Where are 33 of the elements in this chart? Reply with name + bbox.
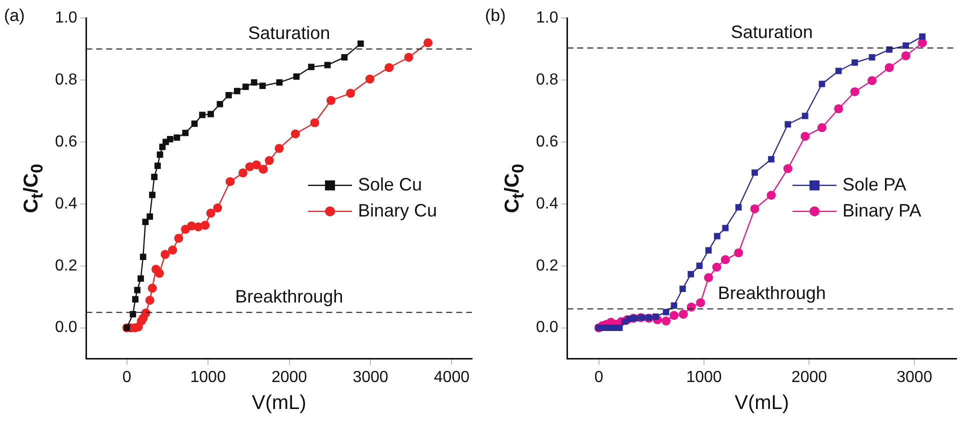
x-tick-label: 2000 — [271, 368, 308, 386]
y-tick-label: 0.0 — [536, 319, 558, 336]
legend-label: Sole Cu — [358, 174, 422, 194]
x-tick-label: 0 — [594, 368, 604, 386]
x-tick-label: 1000 — [190, 368, 226, 386]
y-tick-label: 1.0 — [54, 9, 78, 26]
x-tick-label: 3000 — [896, 368, 932, 386]
legend-label: Sole PA — [842, 174, 906, 194]
y-tick-label: 0.2 — [54, 257, 78, 274]
chart-title: (b) — [485, 6, 506, 26]
y-tick-label: 0.4 — [536, 195, 558, 212]
y-tick-label: 0.8 — [54, 71, 78, 88]
y-tick-label: 0.8 — [536, 71, 558, 88]
y-tick-label: 1.0 — [536, 9, 558, 26]
x-tick-label: 4000 — [434, 368, 470, 386]
ref-line-label: Saturation — [248, 22, 330, 43]
y-tick-label: 0.6 — [536, 133, 558, 150]
y-tick-label: 0.6 — [54, 133, 78, 150]
legend-label: Binary Cu — [358, 200, 438, 220]
y-tick-label: 0.4 — [54, 195, 78, 212]
y-tick-label: 0.0 — [54, 319, 78, 336]
x-tick-label: 0 — [122, 368, 132, 386]
x-tick-label: 1000 — [686, 368, 722, 386]
ref-line-label: Breakthrough — [235, 286, 344, 306]
x-tick-label: 2000 — [791, 368, 828, 386]
ref-line-label: Saturation — [730, 22, 813, 42]
x-axis-title: V(mL) — [734, 392, 790, 415]
y-tick-label: 0.2 — [536, 257, 558, 274]
legend-label: Binary PA — [842, 200, 922, 220]
ref-line-label: Breakthrough — [718, 282, 826, 303]
chart-title: (a) — [4, 6, 25, 26]
x-tick-label: 3000 — [352, 368, 388, 386]
x-axis-title: V(mL) — [250, 392, 308, 415]
